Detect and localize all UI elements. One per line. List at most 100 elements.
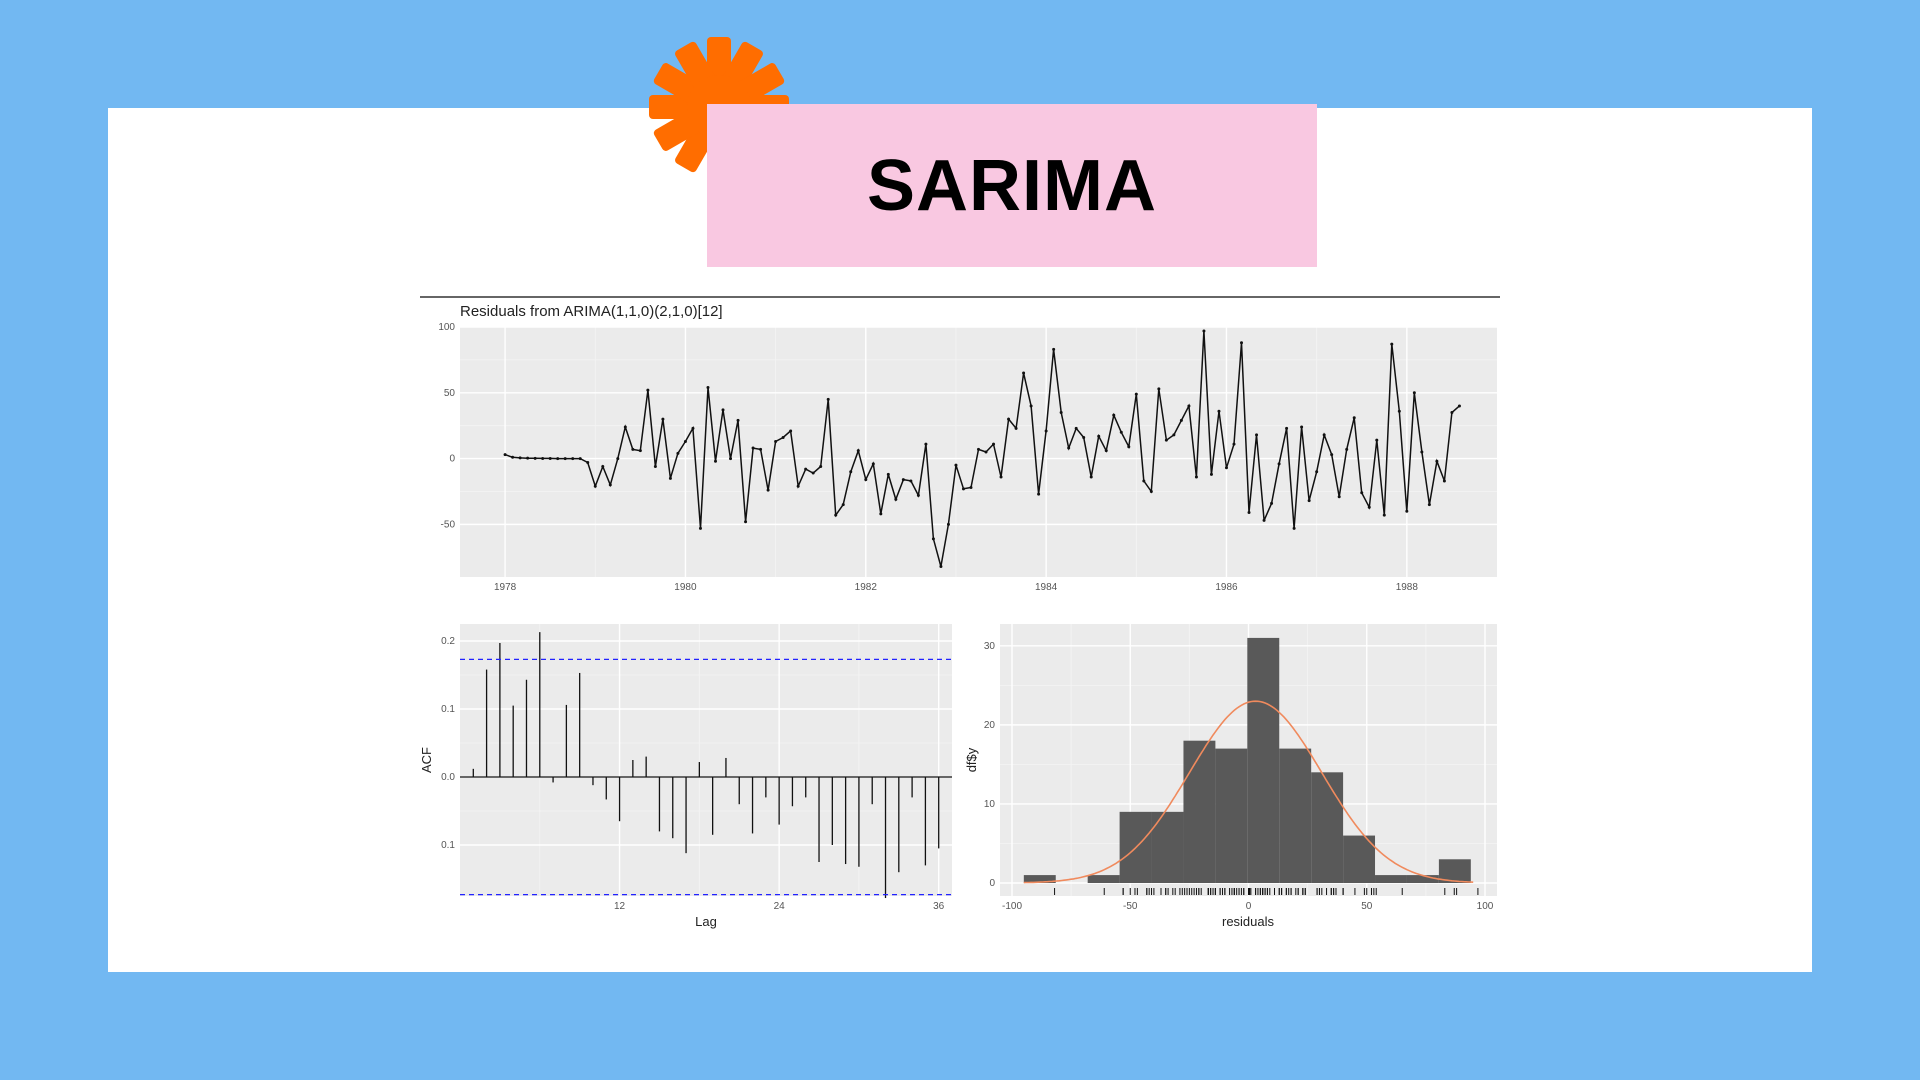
residual-point [1330, 453, 1334, 457]
acf-panel: 12 24 36 0.1 0.0 0.1 0.2 Lag ACF [419, 624, 952, 929]
y-tick-label: 100 [438, 322, 455, 333]
residual-point [1014, 426, 1018, 430]
residual-point [796, 484, 800, 488]
residual-point [961, 487, 965, 491]
title-box: SARIMA [707, 104, 1317, 267]
residual-point [1345, 447, 1349, 451]
residual-point [1217, 409, 1221, 413]
residual-point [924, 442, 928, 446]
residual-point [1450, 411, 1454, 415]
residual-point [661, 417, 665, 421]
residual-point [631, 447, 635, 451]
y-tick-label: 0.2 [441, 636, 455, 647]
y-tick-label: 50 [444, 388, 456, 399]
residual-point [1442, 479, 1446, 483]
x-tick-label: 1982 [855, 582, 878, 593]
x-tick-label: 50 [1361, 901, 1373, 912]
residual-point [1097, 434, 1101, 438]
residual-point [856, 449, 860, 453]
residual-point [871, 462, 875, 466]
residual-point [1082, 436, 1086, 440]
residual-point [1119, 430, 1123, 434]
residual-point [886, 472, 890, 476]
residual-point [541, 456, 545, 460]
histogram-x-axis-label: residuals [1222, 914, 1275, 929]
histogram-bar [1215, 748, 1248, 883]
residual-point [969, 486, 973, 490]
residual-point [548, 456, 552, 460]
x-tick-label: 1980 [674, 582, 697, 593]
residual-point [1187, 404, 1191, 408]
histogram-bar [1343, 835, 1376, 883]
acf-y-axis-label: ACF [419, 747, 434, 773]
x-tick-label: 12 [614, 901, 626, 912]
residual-point [1224, 466, 1228, 470]
residual-point [526, 456, 530, 460]
residual-point [1315, 470, 1319, 474]
residual-point [1390, 342, 1394, 346]
residual-point [901, 478, 905, 482]
residual-point [729, 457, 733, 461]
residual-point [1209, 472, 1213, 476]
residual-point [1412, 391, 1416, 395]
y-tick-label: 0 [989, 878, 995, 889]
residual-point [668, 476, 672, 480]
residual-point [1067, 446, 1071, 450]
residual-point [992, 442, 996, 446]
residual-point [1127, 445, 1131, 449]
residual-point [503, 453, 507, 457]
residual-point [1112, 413, 1116, 417]
residual-point [1194, 475, 1198, 479]
residual-point [1285, 426, 1289, 430]
residual-point [789, 429, 793, 433]
residual-point [1052, 347, 1056, 351]
residual-point [571, 457, 575, 461]
residual-point [616, 457, 620, 461]
residual-point [1157, 387, 1161, 391]
residual-point [879, 512, 883, 516]
histogram-bar [1375, 875, 1407, 883]
residual-point [811, 471, 815, 475]
residual-point [804, 467, 808, 471]
residual-point [864, 478, 868, 482]
slide-title: SARIMA [867, 145, 1157, 226]
y-tick-label: 10 [984, 799, 996, 810]
x-tick-label: 1986 [1215, 582, 1238, 593]
residual-point [683, 439, 687, 443]
residual-point [834, 513, 838, 517]
residual-point [1149, 489, 1153, 493]
residual-point [1179, 418, 1183, 422]
residual-point [601, 464, 605, 468]
residual-point [1044, 429, 1048, 433]
residual-point [744, 520, 748, 524]
residual-point [1435, 459, 1439, 463]
histogram-bar [1311, 772, 1344, 883]
residual-point [1292, 526, 1296, 530]
residual-point [909, 479, 913, 483]
residual-point [1255, 433, 1259, 437]
residual-point [1074, 426, 1078, 430]
residual-point [1247, 511, 1251, 515]
histogram-bar [1438, 859, 1471, 883]
residual-point [781, 436, 785, 440]
histogram-bar [1087, 875, 1120, 883]
residual-point [1277, 462, 1281, 466]
residual-point [736, 418, 740, 422]
residuals-time-series-panel: 1978 1980 1982 1984 1986 1988 -50 0 50 100 [438, 322, 1497, 593]
residual-point [1104, 449, 1108, 453]
y-tick-label: -50 [441, 519, 456, 530]
residual-point [586, 461, 590, 465]
residual-point [751, 446, 755, 450]
residual-point [1397, 409, 1401, 413]
residual-point [1059, 411, 1063, 415]
histogram-panel: -100 -50 0 50 100 0 10 20 30 residuals df$y [964, 624, 1497, 929]
residual-point [1164, 438, 1168, 442]
acf-x-axis-label: Lag [695, 914, 717, 929]
residual-point [1382, 513, 1386, 517]
residual-point [1457, 404, 1461, 408]
residual-point [1262, 518, 1266, 522]
residual-point [1420, 450, 1424, 454]
residual-point [578, 457, 582, 461]
y-tick-label: 0.1 [441, 840, 455, 851]
residual-point [931, 537, 935, 541]
